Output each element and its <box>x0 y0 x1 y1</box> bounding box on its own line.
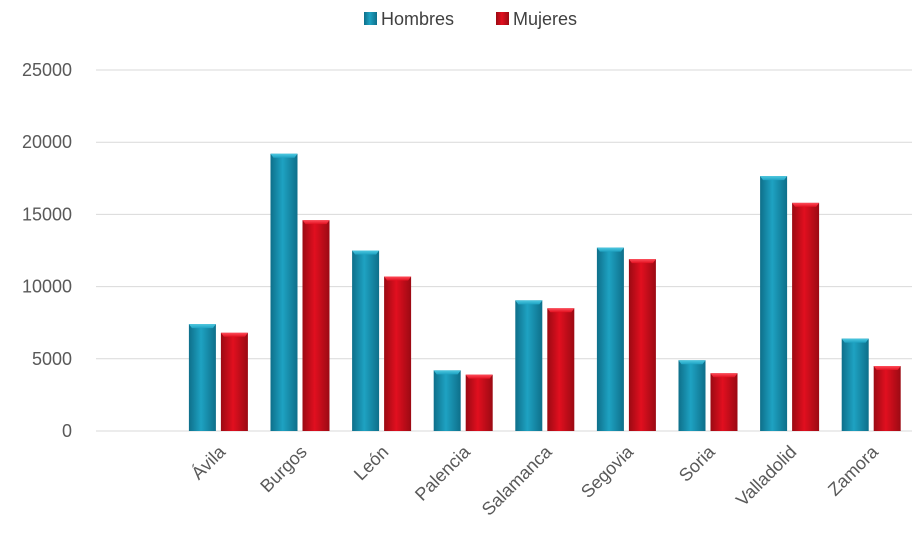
bar-group-leon <box>352 250 412 431</box>
bar-hombres-avila <box>188 324 216 431</box>
bar-hombres-salamanca <box>515 300 543 431</box>
bar-mujeres-soria <box>710 373 738 431</box>
legend-swatch-hombres <box>364 12 377 25</box>
bar-group-segovia <box>596 247 656 431</box>
bars <box>188 153 901 431</box>
bar-mujeres-leon <box>384 276 412 431</box>
bar-cap-mujeres-leon <box>384 276 412 281</box>
bar-cap-mujeres-palencia <box>465 374 493 379</box>
bar-mujeres-burgos <box>302 220 330 431</box>
bar-hombres-soria <box>678 360 706 431</box>
bar-group-zamora <box>841 338 901 431</box>
bar-cap-hombres-soria <box>678 360 706 365</box>
x-tick-label: Ávila <box>187 441 229 483</box>
bar-group-palencia <box>433 370 493 431</box>
gridlines <box>96 69 912 432</box>
legend: Hombres Mujeres <box>364 9 577 29</box>
legend-label-mujeres: Mujeres <box>513 9 577 29</box>
y-tick-label: 10000 <box>22 277 72 297</box>
bar-mujeres-zamora <box>873 366 901 431</box>
x-tick-label: Valladolid <box>732 442 800 510</box>
bar-cap-mujeres-avila <box>220 332 248 337</box>
legend-swatch-mujeres <box>496 12 509 25</box>
y-tick-label: 15000 <box>22 204 72 224</box>
bar-hombres-segovia <box>596 247 624 431</box>
x-tick-label: Palencia <box>411 441 475 505</box>
x-tick-label: Soria <box>675 441 720 486</box>
y-tick-label: 25000 <box>22 60 72 80</box>
bar-group-valladolid <box>760 176 820 431</box>
bar-group-burgos <box>270 153 330 431</box>
bar-group-salamanca <box>515 300 575 431</box>
y-tick-label: 20000 <box>22 132 72 152</box>
legend-item-hombres: Hombres <box>364 9 454 29</box>
bar-cap-hombres-leon <box>352 250 380 255</box>
legend-item-mujeres: Mujeres <box>496 9 577 29</box>
y-axis: 0 5000 10000 15000 20000 25000 <box>22 60 72 441</box>
bar-mujeres-valladolid <box>792 202 820 431</box>
bar-cap-hombres-avila <box>188 324 216 329</box>
bar-cap-mujeres-burgos <box>302 220 330 225</box>
x-tick-label: León <box>350 442 392 484</box>
bar-cap-mujeres-segovia <box>628 259 656 264</box>
bar-hombres-palencia <box>433 370 461 431</box>
x-tick-label: Burgos <box>256 442 310 496</box>
bar-cap-hombres-salamanca <box>515 300 543 305</box>
bar-cap-mujeres-valladolid <box>792 202 820 207</box>
bar-hombres-burgos <box>270 153 298 431</box>
y-tick-label: 0 <box>62 421 72 441</box>
x-axis: Ávila Burgos León Palencia Salamanca Segovia S… <box>187 441 882 520</box>
bar-hombres-zamora <box>841 338 869 431</box>
x-tick-label: Salamanca <box>478 441 557 520</box>
x-tick-label: Zamora <box>824 441 883 500</box>
bar-cap-hombres-zamora <box>841 338 869 343</box>
bar-mujeres-palencia <box>465 374 493 431</box>
bar-hombres-leon <box>352 250 380 431</box>
x-tick-label: Segovia <box>577 441 638 502</box>
bar-group-avila <box>188 324 248 431</box>
bar-cap-hombres-palencia <box>433 370 461 375</box>
bar-cap-mujeres-soria <box>710 373 738 378</box>
bar-cap-mujeres-zamora <box>873 366 901 371</box>
bar-cap-hombres-valladolid <box>760 176 788 181</box>
bar-group-soria <box>678 360 738 431</box>
bar-cap-mujeres-salamanca <box>547 308 575 313</box>
bar-hombres-valladolid <box>760 176 788 431</box>
y-tick-label: 5000 <box>32 349 72 369</box>
bar-cap-hombres-segovia <box>596 247 624 252</box>
bar-cap-hombres-burgos <box>270 153 298 158</box>
bar-mujeres-salamanca <box>547 308 575 431</box>
bar-mujeres-segovia <box>628 259 656 431</box>
legend-label-hombres: Hombres <box>381 9 454 29</box>
bar-mujeres-avila <box>220 332 248 431</box>
